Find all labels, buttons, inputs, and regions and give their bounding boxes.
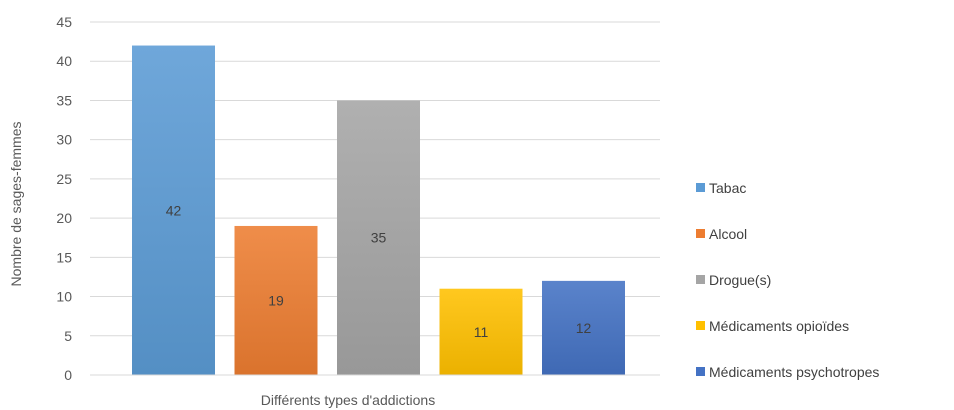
legend-swatch — [696, 229, 705, 238]
y-tick-label: 35 — [56, 92, 72, 108]
legend-swatch — [696, 367, 705, 376]
legend-item: Alcool — [696, 222, 952, 245]
legend-label: Médicaments opioïdes — [709, 317, 850, 334]
legend-label: Drogue(s) — [709, 271, 772, 288]
y-tick-label: 25 — [56, 171, 72, 187]
legend-item: Tabac — [696, 176, 952, 199]
y-tick-label: 5 — [64, 328, 72, 344]
legend-item: Drogue(s) — [696, 268, 952, 291]
legend-item: Médicaments opioïdes — [696, 314, 952, 337]
legend-label: Médicaments psychotropes — [709, 363, 880, 380]
legend-swatch — [696, 275, 705, 284]
x-axis-title: Différents types d'addictions — [261, 392, 435, 408]
bar-4 — [439, 288, 523, 375]
data-label-1: 42 — [166, 202, 182, 218]
y-tick-label: 15 — [56, 249, 72, 265]
data-labels: 42 19 35 11 12 — [166, 202, 592, 340]
y-tick-label: 20 — [56, 210, 72, 226]
legend-label: Alcool — [709, 225, 748, 242]
bar-5 — [542, 280, 625, 375]
data-label-3: 35 — [371, 230, 387, 246]
y-axis-title: Nombre de sages-femmes — [8, 122, 24, 287]
y-tick-label: 0 — [64, 367, 72, 383]
y-tick-label: 40 — [56, 53, 72, 69]
y-tick-label: 30 — [56, 132, 72, 148]
legend: Tabac Alcool Drogue(s) Médicaments opioïdes… — [696, 176, 952, 406]
bar-3 — [337, 100, 420, 375]
legend-swatch — [696, 321, 705, 330]
legend-item: Médicaments psychotropes — [696, 360, 952, 383]
legend-swatch — [696, 183, 705, 192]
bar-1 — [132, 45, 215, 376]
data-label-2: 19 — [268, 292, 284, 308]
bars — [132, 45, 625, 376]
y-tick-label: 10 — [56, 289, 72, 305]
data-label-4: 11 — [474, 324, 489, 340]
y-axis-ticks: 0 5 10 15 20 25 30 35 40 45 — [56, 14, 72, 383]
data-label-5: 12 — [576, 320, 592, 336]
bar-2 — [234, 225, 318, 375]
y-tick-label: 45 — [56, 14, 72, 30]
legend-label: Tabac — [709, 179, 747, 196]
